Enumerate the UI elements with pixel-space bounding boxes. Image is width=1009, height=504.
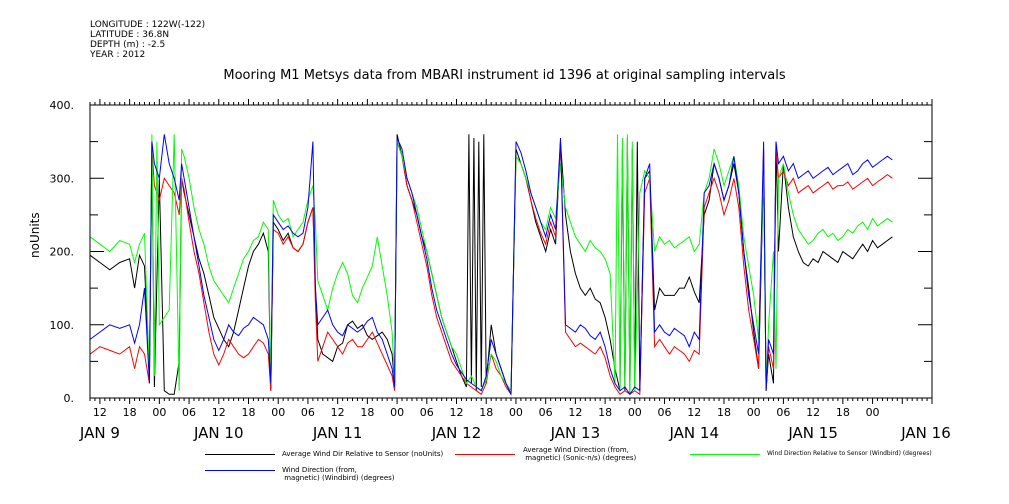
x-hour-label: 18	[123, 406, 137, 419]
chart-title: Mooring M1 Metsys data from MBARI instru…	[223, 68, 786, 83]
x-hour-label: 00	[152, 406, 166, 419]
y-tick-label: 0.	[64, 392, 75, 405]
x-day-label: JAN 10	[193, 424, 244, 442]
x-hour-label: 18	[241, 406, 255, 419]
legend-label-3: Wind Direction (from, magnetic) (Windbir…	[282, 466, 395, 482]
x-hour-label: 18	[836, 406, 850, 419]
x-hour-label: 00	[271, 406, 285, 419]
meta-longitude: LONGITUDE : 122W(-122)	[90, 20, 206, 30]
legend-label-2: Wind Direction Relative to Sensor (Windb…	[767, 450, 932, 457]
x-hour-label: 18	[598, 406, 612, 419]
series-line-3	[89, 134, 893, 396]
x-hour-label: 12	[212, 406, 226, 419]
plot-frame	[89, 104, 933, 399]
meta-latitude: LATITUDE : 36.8N	[90, 30, 170, 40]
x-hour-label: 12	[568, 406, 582, 419]
x-hour-label: 06	[420, 406, 434, 419]
x-hour-label: 00	[747, 406, 761, 419]
meta-depth: DEPTH (m) : -2.5	[90, 40, 166, 50]
x-hour-label: 06	[776, 406, 790, 419]
x-day-label: JAN 15	[787, 424, 838, 442]
meta-year: YEAR : 2012	[90, 50, 146, 60]
x-hour-label: 18	[360, 406, 374, 419]
x-hour-label: 18	[717, 406, 731, 419]
y-tick-label: 200.	[50, 246, 75, 259]
x-hour-label: 06	[301, 406, 315, 419]
x-day-label: JAN 9	[79, 424, 120, 442]
x-hour-label: 00	[509, 406, 523, 419]
x-day-label: JAN 12	[431, 424, 482, 442]
legend-swatch-0	[205, 454, 275, 455]
x-hour-label: 12	[450, 406, 464, 419]
x-hour-label: 00	[866, 406, 880, 419]
x-hour-label: 12	[331, 406, 345, 419]
x-hour-label: 12	[806, 406, 820, 419]
x-hour-label: 12	[93, 406, 107, 419]
x-hour-label: 06	[182, 406, 196, 419]
y-tick-label: 300.	[50, 172, 75, 185]
metadata-block: LONGITUDE : 122W(-122) LATITUDE : 36.8N …	[90, 20, 205, 60]
x-day-label: JAN 14	[669, 424, 720, 442]
x-day-label: JAN 11	[312, 424, 363, 442]
x-hour-label: 06	[539, 406, 553, 419]
series-line-2	[89, 134, 893, 395]
x-hour-label: 00	[390, 406, 404, 419]
x-hour-label: 06	[658, 406, 672, 419]
legend-swatch-1	[455, 454, 515, 455]
x-day-label: JAN 13	[550, 424, 601, 442]
legend-swatch-2	[690, 454, 760, 455]
x-hour-label: 18	[479, 406, 493, 419]
legend-label-0: Average Wind Dir Relative to Sensor (noU…	[282, 450, 444, 458]
x-day-label: JAN 16	[900, 424, 951, 442]
x-hour-label: 00	[628, 406, 642, 419]
y-tick-label: 100.	[50, 319, 75, 332]
x-hour-label: 12	[687, 406, 701, 419]
legend-label-1: Average Wind Direction (from, magnetic) …	[523, 446, 637, 462]
y-tick-label: 400.	[50, 99, 75, 112]
legend-swatch-3	[205, 470, 275, 471]
